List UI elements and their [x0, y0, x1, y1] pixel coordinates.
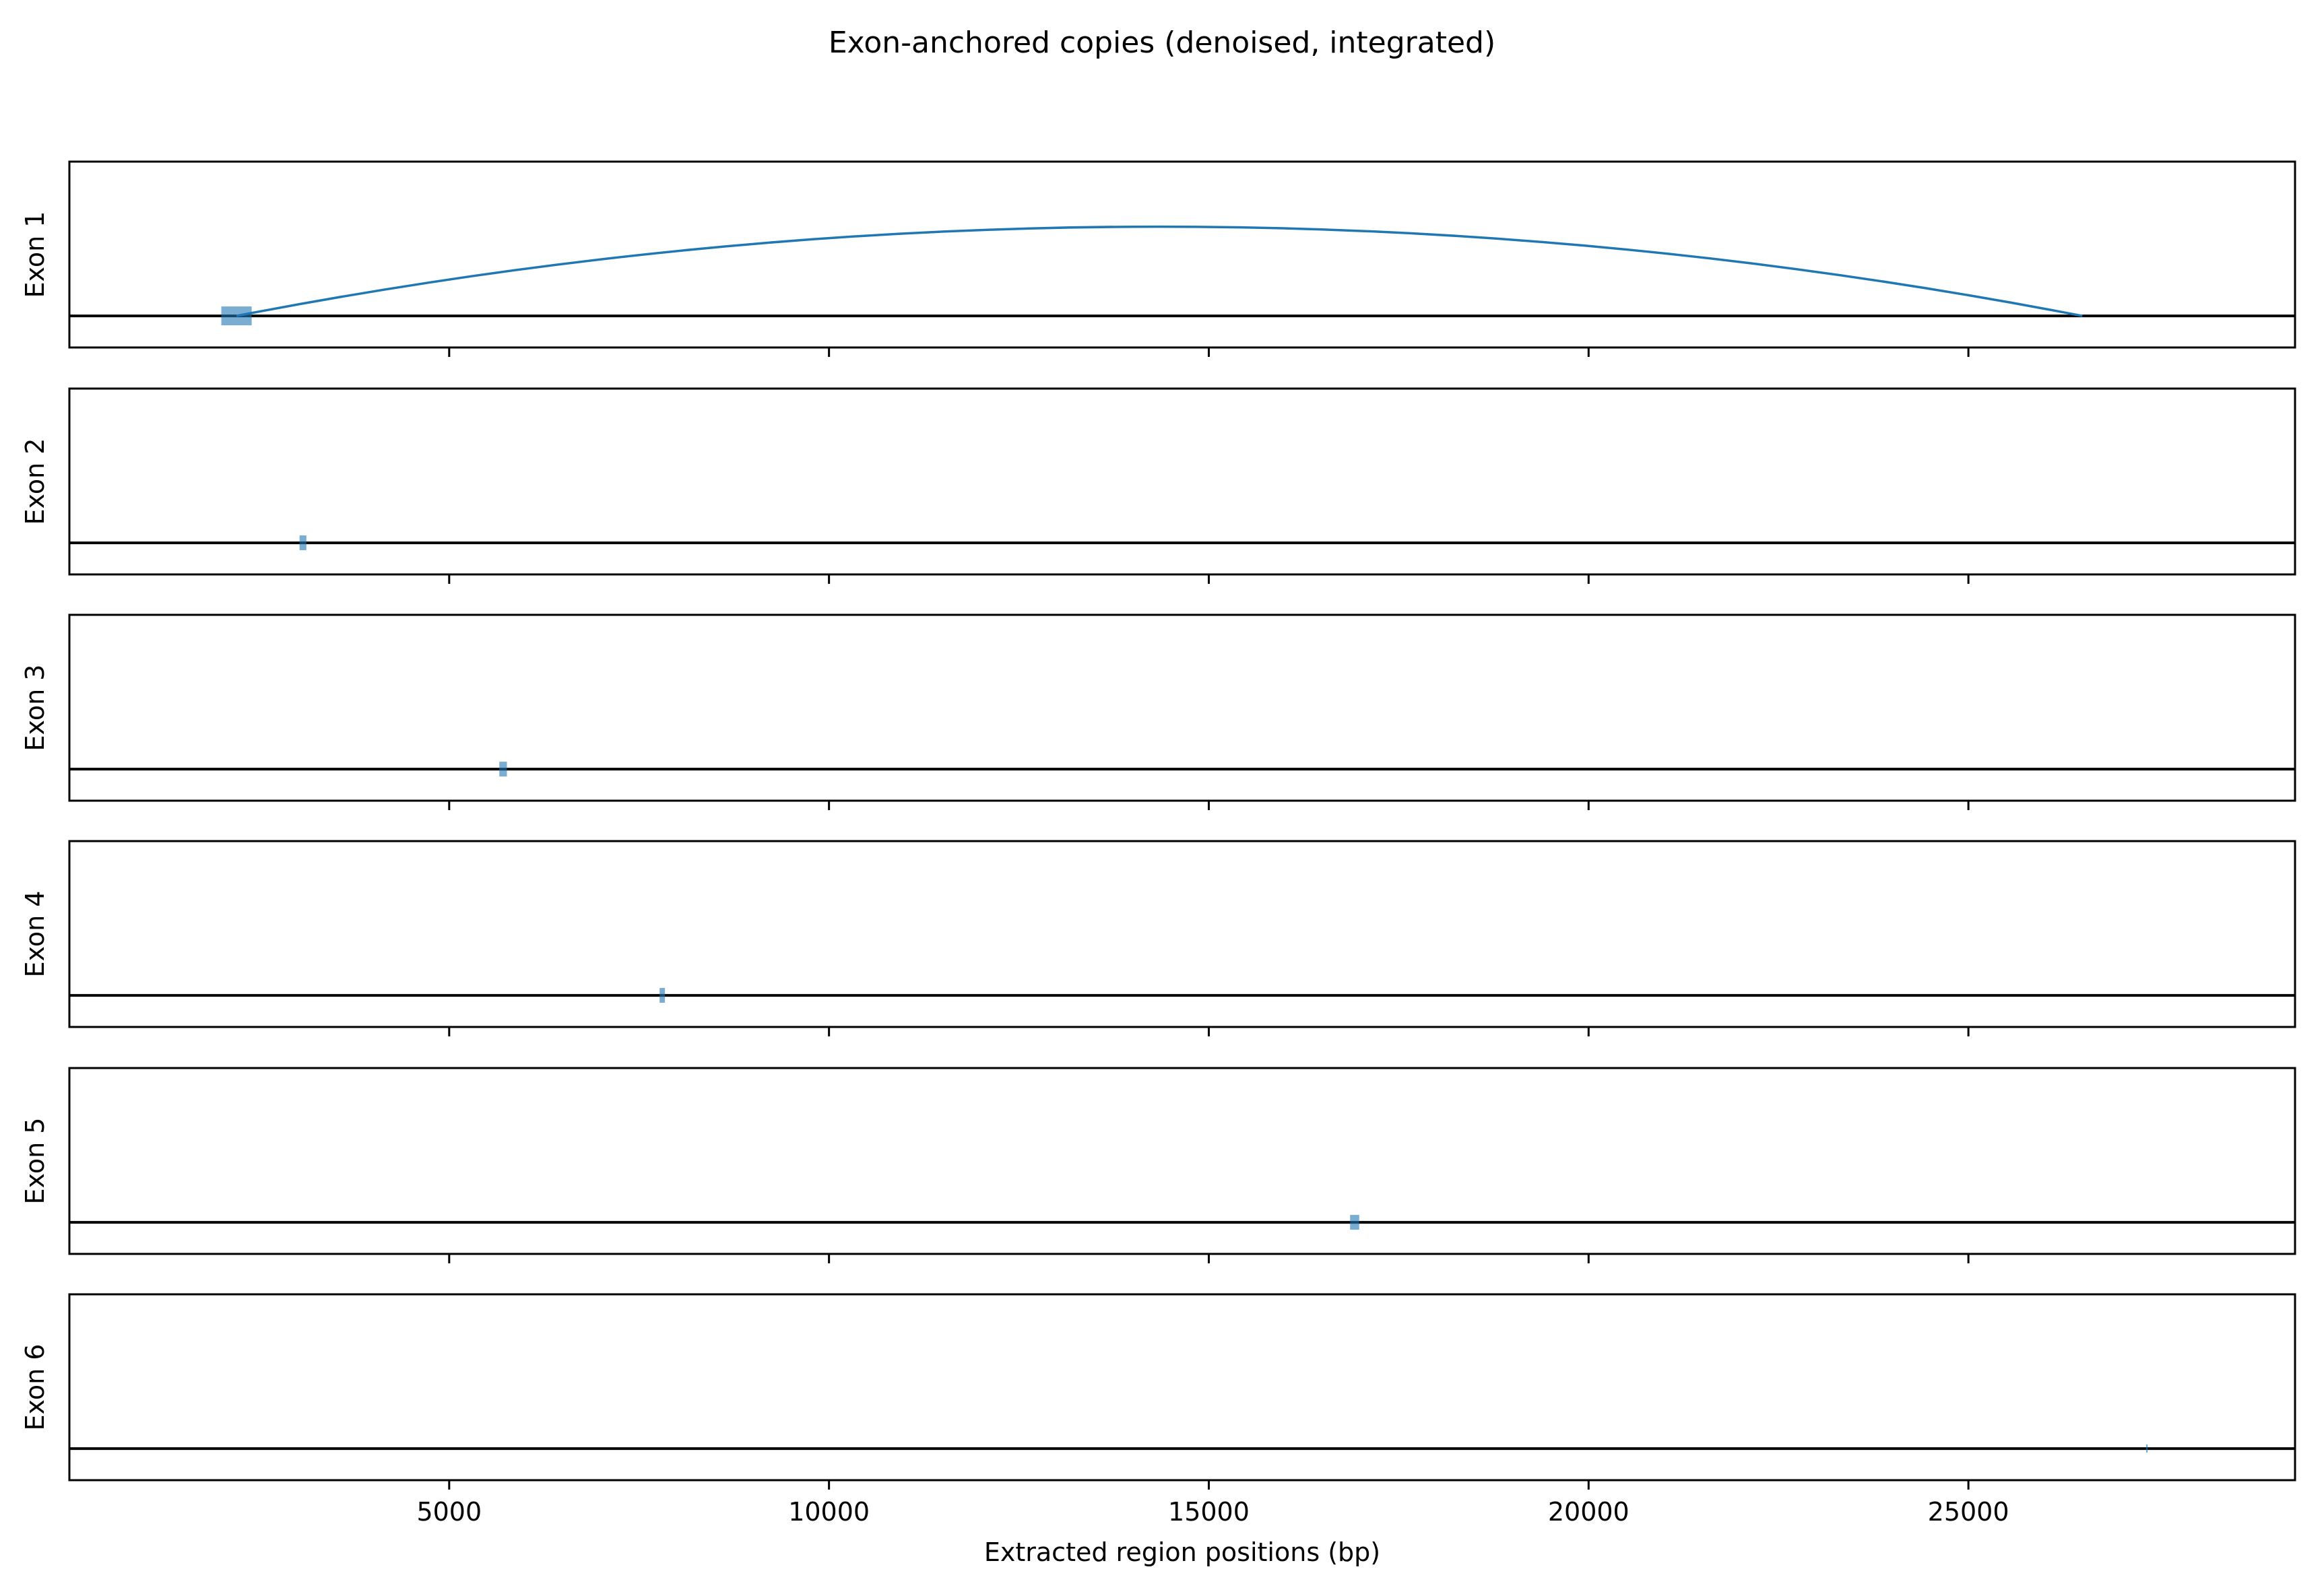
copy-mark — [221, 306, 252, 326]
panel-frame — [68, 613, 2296, 802]
x-axis-label: Extracted region positions (bp) — [984, 1537, 1380, 1567]
y-axis-label: Exon 5 — [20, 1118, 50, 1205]
y-axis-label: Exon 6 — [20, 1344, 50, 1431]
y-axis-label: Exon 2 — [20, 438, 50, 525]
panel-frame — [68, 1293, 2296, 1482]
copy-mark — [2145, 1444, 2148, 1453]
panel-frame — [68, 387, 2296, 576]
panel-exon-2: Exon 2 — [20, 387, 2296, 584]
x-tick-label: 10000 — [788, 1497, 870, 1527]
x-tick-label: 20000 — [1548, 1497, 1629, 1527]
x-tick-label: 5000 — [416, 1497, 482, 1527]
panel-frame — [68, 840, 2296, 1028]
panel-exon-3: Exon 3 — [20, 613, 2296, 810]
copy-mark — [299, 535, 306, 551]
panels: Exon 1 Exon 2 Exon 3 Exon 4 Exon 5 Exon 6 — [20, 160, 2296, 1490]
x-axis: 5000 10000 15000 20000 25000 — [416, 1497, 2009, 1527]
y-axis-label: Exon 1 — [20, 211, 50, 298]
panel-exon-5: Exon 5 — [20, 1067, 2296, 1263]
copy-mark — [499, 762, 507, 777]
copy-mark — [1350, 1215, 1359, 1230]
x-tick-label: 25000 — [1928, 1497, 2009, 1527]
y-axis-label: Exon 3 — [20, 665, 50, 752]
copy-mark — [659, 988, 666, 1003]
panel-frame — [68, 1067, 2296, 1255]
x-tick-label: 15000 — [1168, 1497, 1250, 1527]
panel-frame — [68, 160, 2296, 349]
panel-exon-6: Exon 6 — [20, 1293, 2296, 1490]
panel-exon-4: Exon 4 — [20, 840, 2296, 1036]
chart-title: Exon-anchored copies (denoised, integrat… — [829, 26, 1495, 60]
y-axis-label: Exon 4 — [20, 891, 50, 978]
copy-arc — [236, 225, 2083, 317]
panel-exon-1: Exon 1 — [20, 160, 2296, 357]
